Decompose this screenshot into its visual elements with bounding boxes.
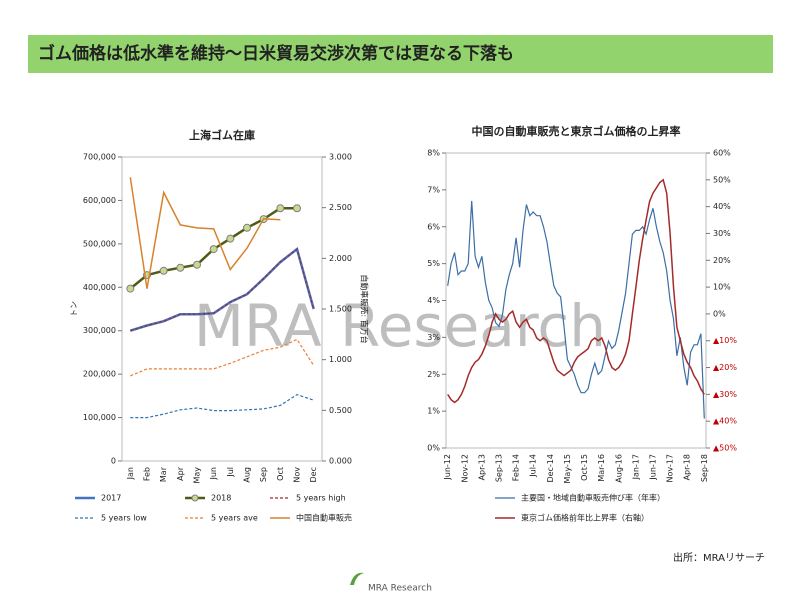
chart-title: 上海ゴム在庫 xyxy=(189,128,255,142)
y2-tick-label: ▲40% xyxy=(713,417,737,426)
y-tick-label: 3% xyxy=(427,333,440,342)
legend-label: 主要国・地域自動車販売伸び率（年率） xyxy=(521,493,665,503)
x-tick-label: Jul-14 xyxy=(529,454,538,478)
y-tick-label: 5% xyxy=(427,259,440,268)
series-line xyxy=(130,248,315,332)
x-tick-label: Nov-17 xyxy=(666,454,675,482)
y2-tick-label: 1.500 xyxy=(329,305,352,314)
y2-tick-label: 30% xyxy=(713,229,731,238)
legend-label: 2018 xyxy=(211,494,231,503)
y2-tick-label: ▲50% xyxy=(713,444,737,453)
series-line xyxy=(447,200,705,419)
x-tick-label: Sep xyxy=(259,467,268,482)
y2-tick-label: 10% xyxy=(713,283,731,292)
legend-label: 2017 xyxy=(101,494,121,503)
y2-tick-label: 2.000 xyxy=(329,254,352,263)
series-line xyxy=(129,177,281,289)
y-tick-label: 100,000 xyxy=(83,413,116,422)
y2-tick-label: 20% xyxy=(713,256,731,265)
x-tick-label: Oct xyxy=(276,467,285,481)
y-tick-label: 500,000 xyxy=(83,239,116,248)
x-tick-label: Jul xyxy=(226,467,235,478)
y2-tick-label: ▲20% xyxy=(713,363,737,372)
y2-tick-label: 0.500 xyxy=(329,406,352,415)
y-tick-label: 200,000 xyxy=(83,370,116,379)
y-tick-label: 600,000 xyxy=(83,196,116,205)
y2-tick-label: 50% xyxy=(713,175,731,184)
legend-label: 5 years low xyxy=(101,514,147,523)
y2-tick-label: 60% xyxy=(713,149,731,158)
series-marker xyxy=(193,260,201,269)
x-tick-label: Apr xyxy=(176,466,185,481)
y-tick-label: 7% xyxy=(427,185,440,194)
y-tick-label: 400,000 xyxy=(83,283,116,292)
logo-text: MRA Research xyxy=(368,584,432,594)
logo-icon xyxy=(350,572,364,585)
watermark: MRA Research xyxy=(194,292,606,360)
series-marker xyxy=(293,204,301,213)
y2-tick-label: 0% xyxy=(713,309,726,318)
y-tick-label: 4% xyxy=(427,296,440,305)
y-tick-label: 8% xyxy=(427,149,440,158)
y-tick-label: 2% xyxy=(427,370,440,379)
x-tick-label: Aug xyxy=(243,467,252,483)
x-tick-label: Oct-15 xyxy=(580,454,589,481)
legend-marker xyxy=(191,494,199,502)
x-tick-label: Jun xyxy=(209,467,218,481)
header-bar xyxy=(28,35,773,73)
legend-label: 中国自動車販売 xyxy=(296,513,352,523)
y-tick-label: 300,000 xyxy=(83,326,116,335)
y2-tick-label: ▲10% xyxy=(713,336,737,345)
series-marker xyxy=(226,234,235,243)
series-marker xyxy=(126,284,135,293)
header-title: ゴム価格は低水準を維持～日米貿易交渉次第では更なる下落も xyxy=(38,43,514,64)
legend-label: 5 years ave xyxy=(211,514,258,523)
series-marker xyxy=(176,263,185,272)
x-tick-label: Sep-18 xyxy=(700,454,709,482)
series-marker xyxy=(243,223,251,232)
y-tick-label: 6% xyxy=(427,222,440,231)
series-marker xyxy=(209,245,218,254)
legend-label: 5 years high xyxy=(296,494,346,503)
x-tick-label: Apr-13 xyxy=(477,454,486,480)
x-tick-label: Feb xyxy=(143,467,152,481)
x-tick-label: Jan-17 xyxy=(631,454,640,480)
y2-tick-label: 40% xyxy=(713,202,731,211)
y-axis-title: トン xyxy=(70,301,79,317)
x-tick-label: Mar xyxy=(159,466,168,482)
x-tick-label: May-15 xyxy=(563,454,572,483)
x-tick-label: Dec xyxy=(309,467,318,482)
series-line xyxy=(130,338,315,377)
legend-label: 東京ゴム価格前年比上昇率（右軸） xyxy=(521,513,649,523)
y2-tick-label: 0.000 xyxy=(329,457,352,466)
y2-tick-label: 2.500 xyxy=(329,203,352,212)
x-tick-label: Jun-17 xyxy=(648,454,657,481)
y2-tick-label: ▲30% xyxy=(713,390,737,399)
x-tick-label: Aug-16 xyxy=(614,454,623,483)
x-tick-label: Nov xyxy=(293,467,302,483)
x-tick-label: Dec-14 xyxy=(546,454,555,483)
series-marker xyxy=(159,266,168,275)
y2-tick-label: 3.000 xyxy=(329,153,352,162)
x-tick-label: Apr-18 xyxy=(683,454,692,480)
series-line xyxy=(447,178,705,404)
x-tick-label: Mar-16 xyxy=(597,454,606,482)
x-tick-label: May xyxy=(193,467,202,484)
y-tick-label: 700,000 xyxy=(83,153,116,162)
y-tick-label: 1% xyxy=(427,407,440,416)
series-line xyxy=(130,393,314,419)
y-tick-label: 0% xyxy=(427,444,440,453)
y2-tick-label: 1.000 xyxy=(329,355,352,364)
y-tick-label: 0 xyxy=(111,457,116,466)
x-tick-label: Sep-13 xyxy=(495,454,504,482)
x-tick-label: Jun-12 xyxy=(443,454,452,481)
source: 出所：MRAリサーチ xyxy=(673,551,765,564)
x-tick-label: Feb-14 xyxy=(512,454,521,481)
chart-title: 中国の自動車販売と東京ゴム価格の上昇率 xyxy=(472,124,681,138)
x-tick-label: Jan xyxy=(126,467,135,480)
y2-axis-title: 自動車販売: 百万台 xyxy=(360,274,370,343)
x-tick-label: Nov-12 xyxy=(460,454,469,482)
series-marker xyxy=(276,204,285,213)
